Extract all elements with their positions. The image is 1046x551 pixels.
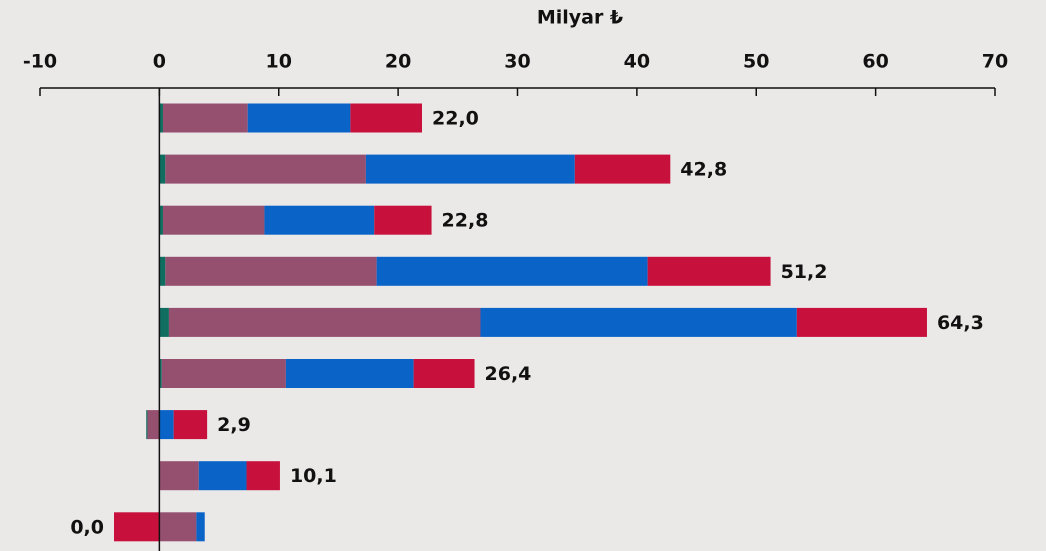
- x-tick-label: 10: [266, 51, 292, 73]
- x-tick-label: 0: [153, 51, 166, 73]
- bar-segment: [173, 410, 208, 440]
- bar-segment: [264, 205, 375, 235]
- axis-title: Milyar ₺: [537, 7, 623, 29]
- bar-segment: [246, 461, 280, 491]
- bar-segment: [480, 307, 797, 337]
- bar-segment: [146, 410, 148, 440]
- x-tick-label: 40: [624, 51, 650, 73]
- total-label: 42,8: [680, 159, 727, 181]
- x-tick-label: 70: [982, 51, 1008, 73]
- total-label: 10,1: [290, 465, 337, 487]
- bar-segment: [114, 512, 160, 542]
- bar-segment: [159, 359, 162, 388]
- total-label: 0,0: [70, 516, 104, 538]
- total-label: 2,9: [217, 414, 251, 436]
- bar-segment: [168, 307, 481, 337]
- total-label: 64,3: [937, 312, 984, 334]
- bar-segment: [165, 154, 366, 184]
- bar-segment: [196, 512, 205, 542]
- bar-segment: [374, 205, 432, 235]
- x-tick-label: 30: [504, 51, 530, 73]
- bar-segment: [159, 205, 163, 235]
- bar-segment: [162, 205, 265, 235]
- bar-segment: [161, 359, 286, 388]
- bar-segment: [365, 154, 575, 184]
- bar-segment: [285, 359, 414, 388]
- bar-segment: [647, 256, 771, 286]
- bar-segment: [147, 410, 160, 440]
- total-label: 26,4: [485, 363, 532, 385]
- bar-segment: [247, 103, 351, 133]
- bar-segment: [198, 461, 247, 491]
- bar-segment: [159, 307, 169, 337]
- x-tick-label: -10: [23, 51, 57, 73]
- bar-segment: [162, 103, 248, 133]
- bar-segment: [159, 410, 174, 440]
- x-tick-label: 20: [385, 51, 411, 73]
- total-label: 22,0: [432, 108, 479, 130]
- bar-segment: [413, 359, 475, 388]
- bar-segment: [159, 154, 166, 184]
- bar-segment: [159, 461, 199, 491]
- bar-segment: [796, 307, 927, 337]
- bar-segment: [159, 256, 166, 286]
- x-tick-label: 60: [862, 51, 888, 73]
- bar-segment: [165, 256, 377, 286]
- total-label: 51,2: [781, 261, 828, 283]
- bar-segment: [574, 154, 671, 184]
- x-tick-label: 50: [743, 51, 769, 73]
- bar-segment: [376, 256, 648, 286]
- bar-segment: [159, 103, 163, 133]
- bar-segment: [350, 103, 422, 133]
- total-label: 22,8: [442, 210, 489, 232]
- bar-segment: [159, 512, 197, 542]
